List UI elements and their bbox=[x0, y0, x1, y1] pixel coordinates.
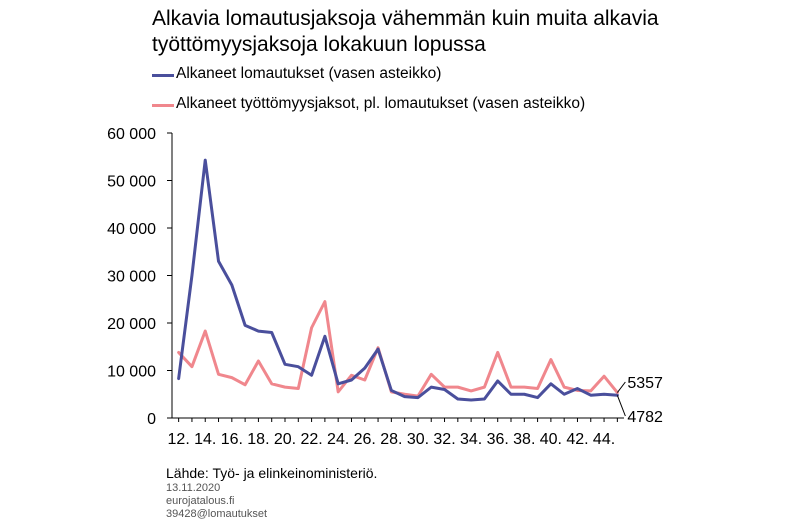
legend-swatch-layoffs bbox=[152, 74, 174, 77]
y-tick-label: 50 000 bbox=[107, 174, 156, 191]
x-tick-label: 14. bbox=[194, 431, 216, 448]
site-text: eurojatalous.fi bbox=[166, 495, 235, 507]
x-tick-label: 16. bbox=[221, 431, 243, 448]
y-tick-label: 10 000 bbox=[107, 364, 156, 381]
x-tick-label: 38. bbox=[513, 431, 535, 448]
x-tick-label: 34. bbox=[460, 431, 482, 448]
end-label-leader-pink bbox=[616, 381, 626, 393]
y-tick-label: 30 000 bbox=[107, 269, 156, 286]
x-tick-label: 36. bbox=[487, 431, 509, 448]
end-label-layoffs: 4782 bbox=[627, 409, 663, 426]
legend-label-unemployment: Alkaneet työttömyysjaksot, pl. lomautuks… bbox=[176, 95, 586, 112]
x-tick-label: 24. bbox=[327, 431, 349, 448]
series-line-layoffs bbox=[177, 158, 619, 402]
x-tick-label: 26. bbox=[354, 431, 376, 448]
y-tick-label: 20 000 bbox=[107, 316, 156, 333]
x-tick-label: 12. bbox=[168, 431, 190, 448]
x-tick-label: 28. bbox=[380, 431, 402, 448]
chart-title: Alkavia lomautusjaksoja vähemmän kuin mu… bbox=[152, 7, 659, 56]
end-label-leader-blue bbox=[616, 395, 626, 417]
x-tick-label: 32. bbox=[433, 431, 455, 448]
footer: Lähde: Työ- ja elinkeinoministeriö. 13.1… bbox=[166, 464, 377, 521]
y-tick-label: 40 000 bbox=[107, 221, 156, 238]
legend-label-layoffs: Alkaneet lomautukset (vasen asteikko) bbox=[176, 65, 442, 82]
x-tick-label: 44. bbox=[593, 431, 615, 448]
x-tick-label: 22. bbox=[300, 431, 322, 448]
x-tick-label: 30. bbox=[407, 431, 429, 448]
series-line-unemployment bbox=[177, 300, 619, 398]
x-tick-label: 40. bbox=[540, 431, 562, 448]
y-tick-label: 60 000 bbox=[107, 126, 156, 143]
code-text: 39428@lomautukset bbox=[166, 508, 268, 520]
x-tick-label: 42. bbox=[566, 431, 588, 448]
legend-swatch-unemployment bbox=[152, 104, 174, 107]
date-text: 13.11.2020 bbox=[166, 482, 221, 494]
y-tick-label: 0 bbox=[147, 411, 156, 428]
x-tick-label: 18. bbox=[247, 431, 269, 448]
x-tick-label: 20. bbox=[274, 431, 296, 448]
end-label-unemployment: 5357 bbox=[627, 375, 663, 392]
source-text: Lähde: Työ- ja elinkeinoministeriö. bbox=[166, 465, 378, 481]
